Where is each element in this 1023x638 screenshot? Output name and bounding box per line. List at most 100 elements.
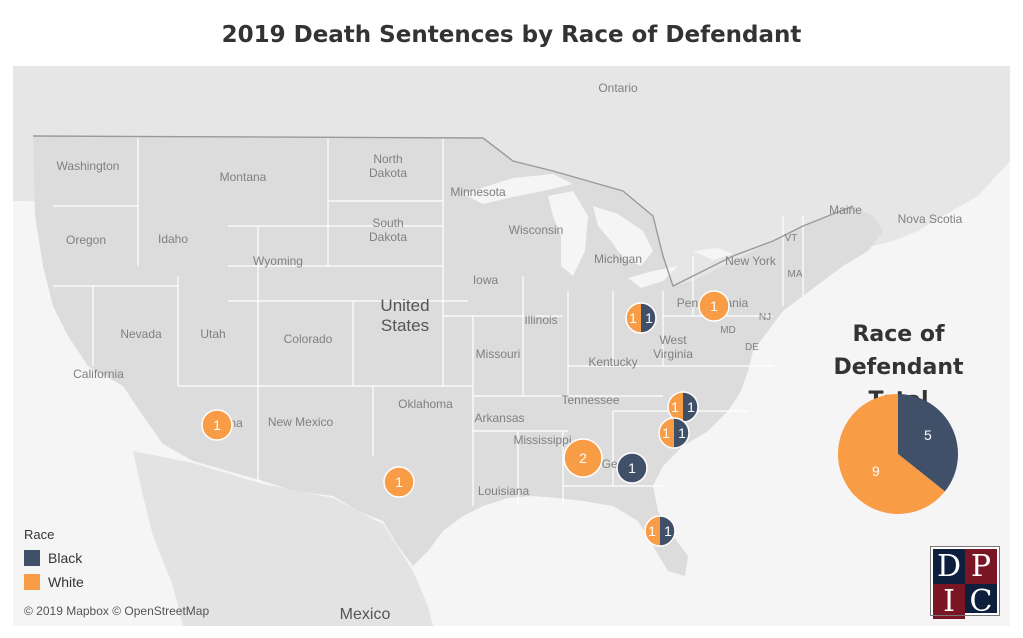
logo-letter-p: P	[965, 549, 997, 584]
label-tennessee: Tennessee	[561, 393, 620, 407]
marker-half-black	[660, 516, 675, 546]
marker-count: 1	[395, 474, 403, 490]
marker-half-black	[674, 418, 689, 448]
label-maine: Maine	[829, 203, 862, 217]
label-new-mexico: New Mexico	[267, 415, 334, 429]
label-oklahoma: Oklahoma	[398, 397, 453, 411]
marker-count: 1	[678, 425, 686, 441]
marker-fill	[563, 438, 603, 478]
marker-count: 1	[662, 425, 670, 441]
marker-count: 2	[579, 450, 587, 466]
map-attribution[interactable]: © 2019 Mapbox © OpenStreetMap	[24, 604, 210, 618]
marker-georgia[interactable]: 1	[616, 452, 648, 484]
logo-letter-d: D	[936, 549, 962, 584]
legend-swatch-black	[24, 550, 40, 566]
pie-slice-black[interactable]	[898, 394, 958, 492]
label-new-york: New York	[725, 254, 776, 268]
marker-count: 1	[629, 310, 637, 326]
label-arkansas: Arkansas	[474, 411, 525, 425]
marker-fill	[616, 452, 648, 484]
marker-fill	[698, 290, 730, 322]
marker-circle	[563, 438, 603, 478]
legend-label-white: White	[48, 574, 84, 590]
marker-half-black	[683, 392, 698, 422]
page-title: 2019 Death Sentences by Race of Defendan…	[221, 22, 802, 48]
map[interactable]: Ontario Washington Montana North Dakota …	[13, 66, 1010, 626]
marker-circle	[201, 409, 233, 441]
legend: Race Black White	[24, 527, 84, 594]
marker-pennsylvania[interactable]: 1	[698, 290, 730, 322]
marker-circle	[698, 290, 730, 322]
marker-half-white	[668, 392, 683, 422]
marker-count: 1	[645, 310, 653, 326]
label-mexico: Mexico	[339, 606, 391, 623]
label-california: California	[73, 367, 124, 381]
marker-circle	[625, 302, 657, 334]
legend-label-black: Black	[48, 550, 83, 566]
label-north-dakota: North Dakota	[368, 152, 408, 180]
label-minnesota: Minnesota	[450, 185, 506, 199]
marker-circle	[616, 452, 648, 484]
marker-count: 1	[710, 298, 718, 314]
marker-half-black	[641, 303, 656, 333]
logo-letter-c: C	[969, 584, 993, 619]
label-oregon: Oregon	[65, 233, 107, 247]
label-utah: Utah	[200, 327, 226, 341]
marker-count: 1	[687, 399, 695, 415]
marker-circle	[658, 417, 690, 449]
label-md: MD	[720, 325, 736, 336]
legend-title: Race	[24, 527, 55, 542]
label-illinois: Illinois	[524, 313, 558, 327]
marker-circle	[667, 391, 699, 423]
label-nova-scotia: Nova Scotia	[897, 212, 963, 226]
label-missouri: Missouri	[475, 347, 521, 361]
marker-circle	[383, 466, 415, 498]
label-nj: NJ	[758, 312, 772, 323]
label-michigan: Michigan	[593, 252, 643, 266]
label-iowa: Iowa	[472, 273, 499, 287]
label-idaho: Idaho	[157, 232, 189, 246]
pie-slice-white[interactable]	[838, 394, 945, 514]
logo-letter-i: I	[933, 584, 965, 619]
dpic-logo: D P I C	[930, 546, 1000, 619]
pie-title-line1: Race of Defendant	[833, 322, 964, 380]
legend-item-black[interactable]: Black	[24, 546, 84, 570]
label-de: DE	[745, 342, 759, 353]
pie-svg	[838, 394, 958, 514]
label-montana: Montana	[219, 170, 267, 184]
marker-count: 1	[664, 523, 672, 539]
marker-texas[interactable]: 1	[383, 466, 415, 498]
label-kentucky: Kentucky	[588, 355, 638, 369]
legend-swatch-white	[24, 574, 40, 590]
label-south-dakota: South Dakota	[368, 216, 408, 244]
label-united-states: United States	[380, 296, 430, 335]
label-ma: MA	[787, 269, 803, 280]
marker-fill	[383, 466, 415, 498]
marker-circle	[644, 515, 676, 547]
marker-count: 1	[628, 460, 636, 476]
label-washington: Washington	[56, 159, 120, 173]
marker-alabama[interactable]: 2	[563, 438, 603, 478]
label-west-virginia: West Virginia	[653, 333, 693, 361]
marker-count: 1	[213, 417, 221, 433]
label-vt: VT	[784, 233, 798, 244]
legend-item-white[interactable]: White	[24, 570, 84, 594]
marker-count: 1	[648, 523, 656, 539]
marker-half-white	[659, 418, 674, 448]
label-nevada: Nevada	[120, 327, 162, 341]
marker-half-white	[645, 516, 660, 546]
marker-fill	[201, 409, 233, 441]
label-ontario: Ontario	[598, 81, 638, 95]
label-louisiana: Louisiana	[477, 484, 530, 498]
pie-label-white: 9	[872, 463, 880, 479]
label-wyoming: Wyoming	[253, 254, 303, 268]
marker-arizona[interactable]: 1	[201, 409, 233, 441]
pie-label-black: 5	[924, 427, 932, 443]
label-colorado: Colorado	[283, 332, 333, 346]
marker-half-white	[626, 303, 641, 333]
